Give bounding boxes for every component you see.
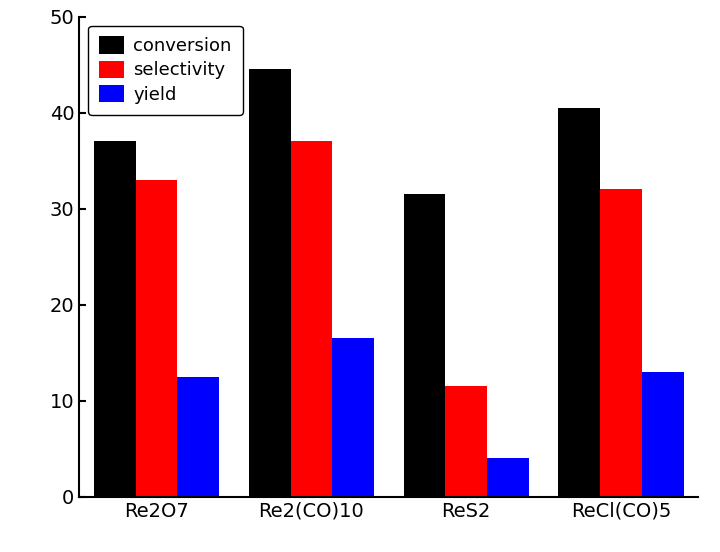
Bar [178,376,220,497]
Bar [445,386,487,497]
Bar [248,70,290,497]
Bar [94,141,135,497]
Bar [135,180,178,497]
Bar [333,338,374,497]
Bar [642,372,684,497]
Bar [600,189,642,497]
Bar [487,458,529,497]
Bar [403,194,445,497]
Legend: conversion, selectivity, yield: conversion, selectivity, yield [89,25,243,114]
Bar [558,108,600,497]
Bar [290,141,333,497]
